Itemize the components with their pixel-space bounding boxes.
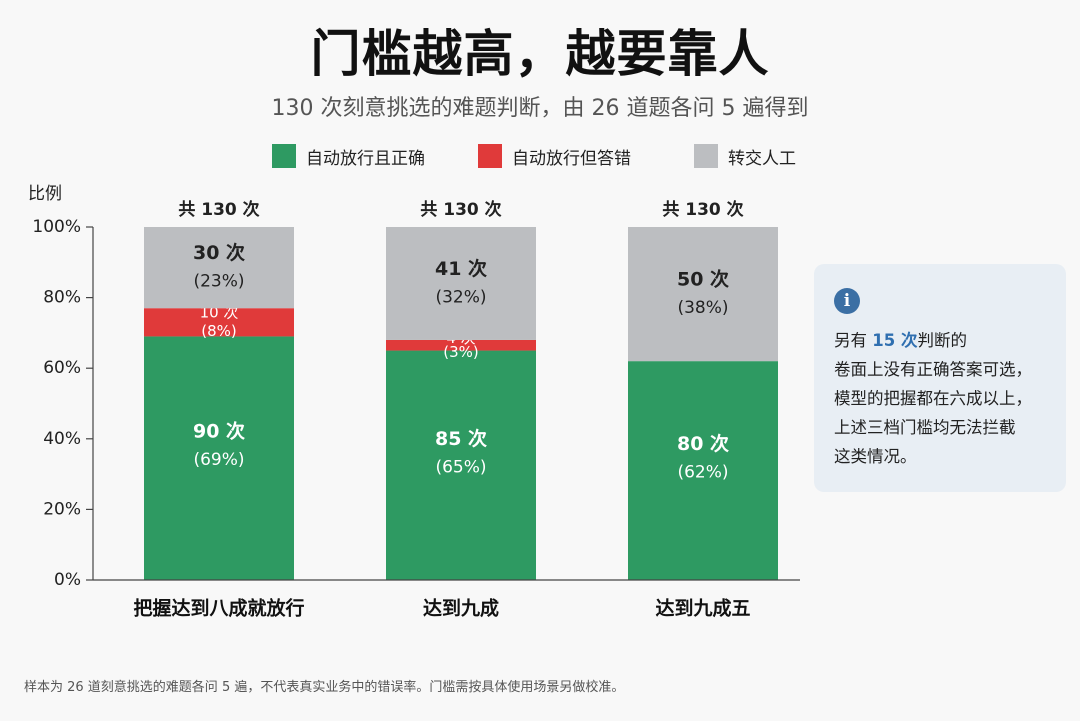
bar-pct-label: (69%)	[193, 450, 244, 470]
bar-pct-label: (62%)	[677, 463, 728, 483]
legend-item-manual: 转交人工	[694, 140, 796, 172]
bar-count-label: 90 次	[193, 420, 245, 443]
y-tick-label: 40%	[43, 429, 81, 449]
bar-pct-label: (65%)	[435, 457, 486, 477]
bar-segment-wrong	[386, 339, 536, 351]
bar-pct-label: (8%)	[201, 322, 237, 340]
bar-count-label: 41 次	[435, 257, 487, 280]
legend-swatch-wrong	[478, 144, 502, 168]
bar-pct-label: (38%)	[677, 298, 728, 318]
y-axis-label: 比例	[28, 184, 62, 204]
legend-item-wrong: 自动放行但答错	[478, 140, 631, 172]
note-line-3: 模型的把握都在六成以上，	[834, 389, 1032, 408]
bar-total-label: 共 130 次	[178, 199, 259, 220]
note-line-1: 另有 15 次判断的	[834, 331, 967, 350]
bar-total-label: 共 130 次	[662, 199, 743, 220]
bar-segment-manual	[144, 227, 294, 309]
bar-segment-correct	[386, 350, 536, 580]
note-line-5: 这类情况。	[834, 447, 917, 466]
bar-count-label: 30 次	[193, 241, 245, 264]
bar-count-label: 50 次	[677, 268, 729, 291]
note-box: i 另有 15 次判断的 卷面上没有正确答案可选， 模型的把握都在六成以上， 上…	[814, 264, 1066, 492]
x-tick-label: 达到九成五	[655, 597, 750, 620]
y-tick-label: 0%	[54, 570, 81, 590]
bar-segment-manual	[386, 227, 536, 340]
note-line-4: 上述三档门槛均无法拦截	[834, 418, 1016, 437]
bar-count-label: 80 次	[677, 432, 729, 455]
legend: 自动放行且正确 自动放行但答错 转交人工	[0, 140, 1080, 172]
bar-segment-manual	[628, 227, 778, 362]
legend-label-wrong: 自动放行但答错	[512, 148, 631, 169]
chart-title: 门槛越高，越要靠人	[310, 25, 770, 83]
chart-subtitle: 130 次刻意挑选的难题判断，由 26 道题各问 5 遍得到	[271, 96, 809, 121]
y-tick-label: 20%	[43, 499, 81, 519]
bar-total-label: 共 130 次	[420, 199, 501, 220]
note-highlight: 15 次	[872, 331, 918, 350]
x-tick-label: 把握达到八成就放行	[133, 597, 304, 620]
legend-label-manual: 转交人工	[728, 148, 796, 169]
bar-segment-correct	[144, 336, 294, 580]
legend-swatch-correct	[272, 144, 296, 168]
info-icon: i	[834, 288, 860, 314]
legend-item-correct: 自动放行且正确	[272, 140, 425, 172]
y-tick-label: 100%	[32, 217, 81, 237]
bar-pct-label: (3%)	[443, 343, 479, 361]
x-tick-label: 达到九成	[423, 597, 499, 620]
y-tick-label: 80%	[43, 288, 81, 308]
bar-pct-label: (32%)	[435, 287, 486, 307]
bar-count-label: 85 次	[435, 427, 487, 450]
note-text: 另有 15 次判断的 卷面上没有正确答案可选， 模型的把握都在六成以上， 上述三…	[834, 326, 1046, 471]
bar-segment-wrong	[144, 308, 294, 337]
footnote: 样本为 26 道刻意挑选的难题各问 5 遍，不代表真实业务中的错误率。门槛需按具…	[24, 680, 625, 695]
bar-segment-correct	[628, 361, 778, 580]
legend-label-correct: 自动放行且正确	[306, 148, 425, 169]
note-line-2: 卷面上没有正确答案可选，	[834, 360, 1032, 379]
bar-pct-label: (23%)	[193, 272, 244, 292]
legend-swatch-manual	[694, 144, 718, 168]
y-tick-label: 60%	[43, 358, 81, 378]
